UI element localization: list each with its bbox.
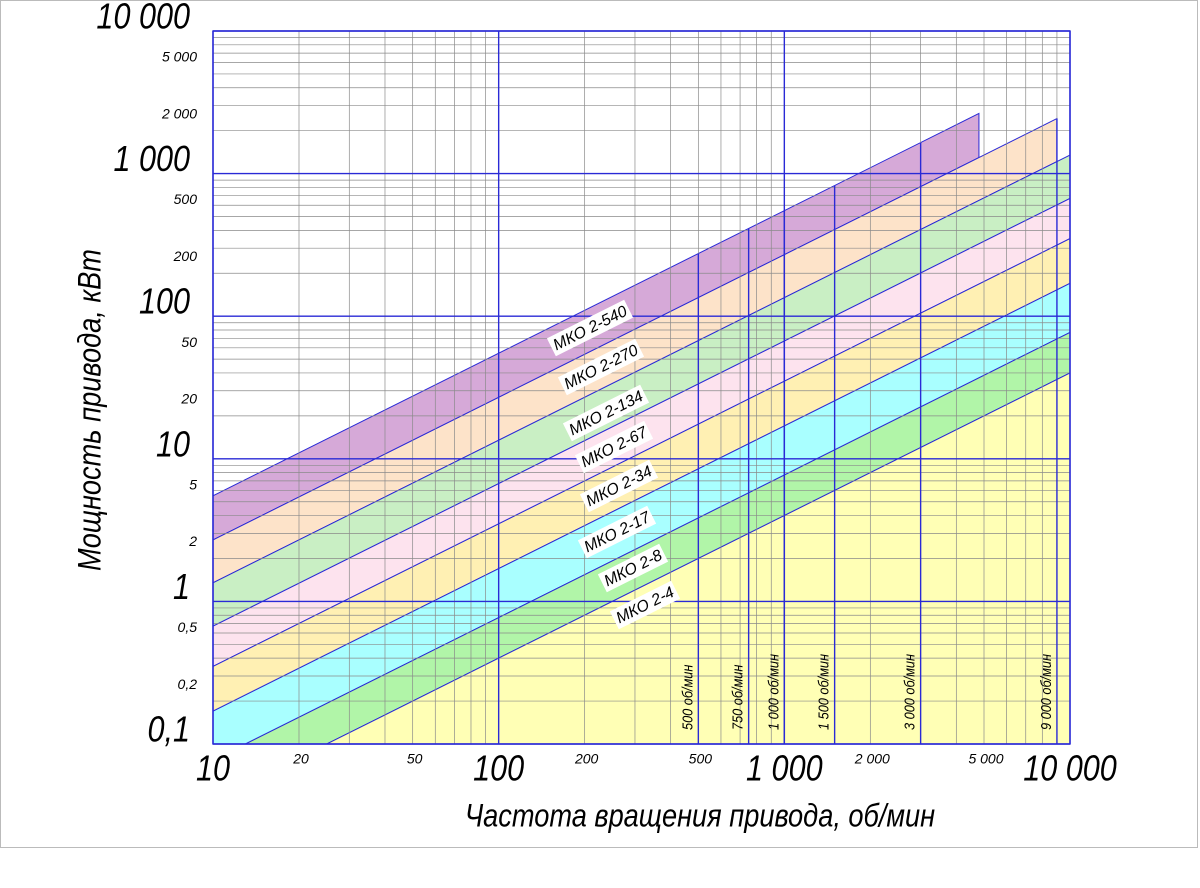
speed-label: 9 000 об/мин bbox=[1037, 654, 1054, 730]
plot-border bbox=[212, 30, 1071, 745]
speed-label: 1 500 об/мин bbox=[815, 654, 832, 730]
y-tick-label-minor: 0,2 bbox=[178, 676, 198, 692]
y-tick-label-minor: 20 bbox=[180, 391, 197, 407]
y-tick-label: 10 bbox=[156, 425, 190, 465]
y-axis-title: Мощность привода, кВт bbox=[72, 249, 108, 571]
y-tick-label-minor: 2 bbox=[188, 533, 197, 549]
band-label-bg bbox=[562, 384, 650, 442]
y-tick-label-minor: 200 bbox=[173, 248, 198, 264]
x-tick-label-minor: 5 000 bbox=[968, 751, 1003, 767]
y-tick-label-minor: 500 bbox=[174, 191, 198, 207]
y-tick-label: 0,1 bbox=[147, 710, 190, 750]
x-tick-label: 10 bbox=[196, 749, 230, 789]
y-tick-label-minor: 5 000 bbox=[162, 49, 197, 65]
speed-label: 500 об/мин bbox=[678, 664, 695, 730]
x-tick-label-minor: 500 bbox=[689, 751, 713, 767]
speed-label: 3 000 об/мин bbox=[901, 654, 918, 730]
band-label-bg bbox=[609, 580, 681, 630]
band-label-bg bbox=[557, 338, 645, 396]
y-tick-label: 1 bbox=[173, 568, 190, 608]
y-tick-label: 1 000 bbox=[113, 140, 190, 180]
band-label-bg bbox=[577, 505, 657, 559]
speed-label: 750 об/мин bbox=[729, 664, 746, 730]
y-tick-label-minor: 5 bbox=[189, 476, 197, 492]
x-tick-label: 10 000 bbox=[1023, 749, 1117, 789]
y-tick-label-minor: 50 bbox=[181, 334, 197, 350]
y-tick-label-minor: 0,5 bbox=[178, 619, 198, 635]
x-tick-label-minor: 2 000 bbox=[854, 751, 890, 767]
band-label-bg bbox=[546, 299, 634, 357]
x-tick-label-minor: 50 bbox=[407, 751, 423, 767]
y-tick-label: 10 000 bbox=[96, 0, 190, 37]
speed-label: 1 000 об/мин bbox=[764, 654, 781, 730]
x-tick-label-minor: 200 bbox=[574, 751, 599, 767]
y-tick-label: 100 bbox=[139, 282, 190, 322]
band-label-bg bbox=[597, 543, 669, 593]
band-label-bg bbox=[579, 459, 659, 513]
x-tick-label-minor: 20 bbox=[292, 751, 309, 767]
y-tick-label-minor: 2 000 bbox=[161, 105, 197, 121]
band-label-bg bbox=[574, 420, 654, 474]
x-axis-title: Частота вращения привода, об/мин bbox=[465, 798, 935, 834]
x-tick-label: 100 bbox=[473, 749, 524, 789]
x-tick-label: 1 000 bbox=[746, 749, 823, 789]
